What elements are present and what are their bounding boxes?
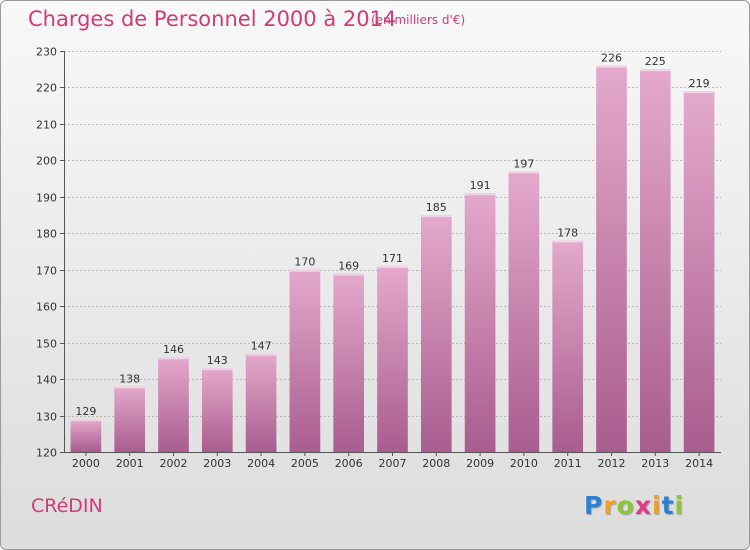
bar-top-edge (245, 353, 277, 356)
bar-top-edge (639, 69, 671, 72)
axes: 120 130 140 150 160 170 180 190 200 210 220 230 2000… (36, 46, 721, 470)
x-tick-label: 2009 (466, 457, 494, 470)
bar-top-edge (201, 368, 233, 371)
bar-top-edge (158, 357, 189, 360)
data-label: 219 (689, 77, 710, 90)
bar (596, 65, 627, 452)
commune-name: CRéDIN (31, 495, 103, 517)
y-tick-label: 190 (36, 192, 57, 205)
bar (683, 91, 715, 452)
data-label: 191 (470, 179, 491, 192)
y-tick-label: 210 (36, 119, 57, 132)
data-label: 197 (513, 157, 534, 170)
bar-top-edge (596, 65, 627, 68)
y-tick-label: 220 (36, 82, 57, 95)
data-label: 169 (338, 259, 359, 272)
bar (333, 273, 365, 452)
data-label: 178 (557, 227, 578, 240)
bar (508, 171, 540, 453)
x-tick-label: 2014 (685, 457, 713, 470)
x-tick-label: 2008 (422, 457, 450, 470)
x-tick-label: 2006 (335, 457, 363, 470)
logo-letter: x (634, 491, 652, 520)
bar-top-edge (552, 240, 584, 243)
y-tick-label: 180 (36, 228, 57, 241)
data-label: 185 (426, 201, 447, 214)
logo-letter: t (661, 491, 675, 520)
y-tick-label: 170 (36, 265, 57, 278)
bar (420, 215, 452, 452)
data-label: 138 (119, 372, 140, 385)
x-tick-label: 2005 (291, 457, 319, 470)
bar (289, 269, 321, 452)
x-tick-label: 2012 (598, 457, 626, 470)
x-tick-label: 2013 (641, 457, 669, 470)
bar (245, 353, 277, 452)
y-tick-label: 130 (36, 411, 57, 424)
bar-top-edge (464, 193, 496, 196)
logo-letter: P (584, 491, 604, 520)
bar (377, 266, 408, 452)
data-labels: 129 138 146 143 147 170 169 171 185 191 197 178 226 2… (75, 52, 709, 419)
logo-letter: i (674, 491, 685, 520)
logo-letter: o (616, 491, 635, 520)
bar (158, 357, 189, 452)
y-tick-label: 120 (36, 447, 57, 460)
x-tick-label: 2001 (116, 457, 144, 470)
bar-top-edge (420, 215, 452, 218)
bar (114, 386, 146, 452)
data-label: 143 (207, 354, 228, 367)
bar (201, 368, 233, 452)
data-label: 170 (294, 256, 315, 269)
bar-top-edge (508, 171, 540, 174)
bar (639, 69, 671, 453)
bar (464, 193, 496, 452)
bar-top-edge (70, 419, 102, 422)
data-label: 147 (251, 340, 272, 353)
bar (70, 419, 102, 452)
x-tick-label: 2004 (247, 457, 275, 470)
x-tick-label: 2002 (160, 457, 188, 470)
logo-letter: r (603, 491, 617, 520)
bar-top-edge (289, 269, 321, 272)
chart-title: Charges de Personnel 2000 à 2014 (28, 7, 397, 31)
y-tick-label: 160 (36, 301, 57, 314)
x-tick-label: 2010 (510, 457, 538, 470)
y-tick-label: 150 (36, 338, 57, 351)
data-label: 225 (645, 55, 666, 68)
y-tick-label: 200 (36, 155, 57, 168)
bar-top-edge (114, 386, 146, 389)
chart-subtitle: (en milliers d'€) (371, 13, 466, 27)
bar-top-edge (333, 273, 365, 276)
x-tick-label: 2011 (554, 457, 582, 470)
bar (552, 240, 584, 452)
data-label: 226 (601, 52, 622, 65)
data-label: 146 (163, 343, 184, 356)
proxiti-logo: Proxiti (584, 491, 684, 520)
data-label: 171 (382, 252, 403, 265)
bar-top-edge (683, 91, 715, 94)
x-tick-label: 2003 (203, 457, 231, 470)
y-tick-label: 140 (36, 374, 57, 387)
logo-letter: i (652, 491, 662, 520)
bar-top-edge (377, 266, 408, 269)
data-label: 129 (75, 405, 96, 418)
x-tick-label: 2000 (72, 457, 100, 470)
y-tick-label: 230 (36, 46, 57, 59)
x-tick-label: 2007 (379, 457, 407, 470)
bars (70, 65, 715, 453)
